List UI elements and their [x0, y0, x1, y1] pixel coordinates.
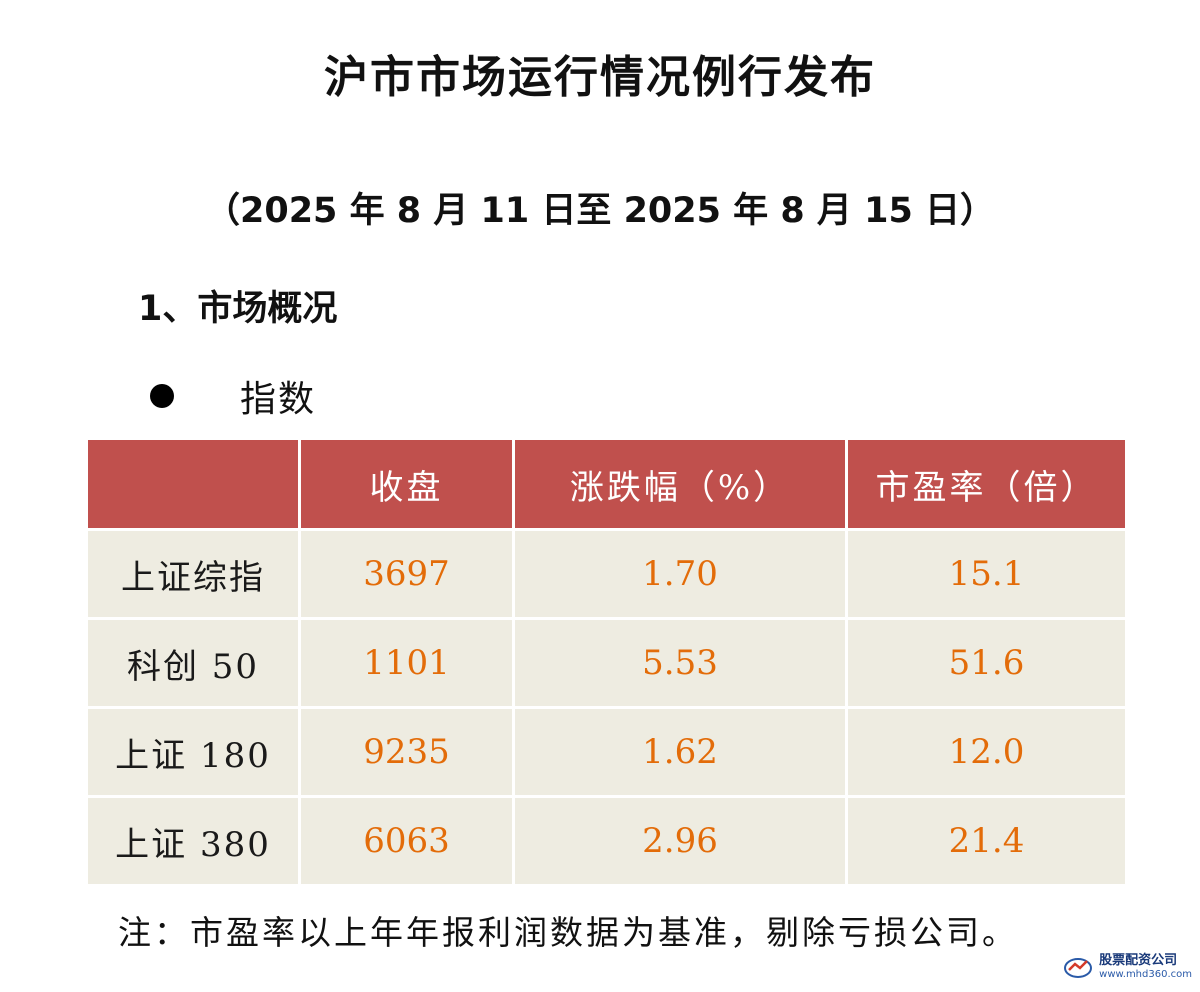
- change-value: 2.96: [515, 798, 845, 884]
- row-label: 上证 380: [88, 798, 298, 884]
- bullet-item: 指数: [150, 368, 316, 424]
- header-cell-close: 收盘: [301, 440, 512, 528]
- footnote: 注：市盈率以上年年报利润数据为基准，剔除亏损公司。: [118, 913, 1018, 952]
- change-value: 1.62: [515, 709, 845, 795]
- change-value: 1.70: [515, 531, 845, 617]
- row-label: 上证综指: [88, 531, 298, 617]
- pe-value: 21.4: [848, 798, 1125, 884]
- header-cell-blank: [88, 440, 298, 528]
- watermark-logo-icon: [1063, 956, 1093, 980]
- header-cell-change: 涨跌幅（%）: [515, 440, 845, 528]
- watermark: 股票配资公司 www.mhd360.com: [1063, 954, 1192, 982]
- section-heading: 1、市场概况: [138, 289, 338, 329]
- pe-value: 15.1: [848, 531, 1125, 617]
- row-label: 上证 180: [88, 709, 298, 795]
- row-label: 科创 50: [88, 620, 298, 706]
- close-value: 1101: [301, 620, 512, 706]
- watermark-name: 股票配资公司: [1099, 953, 1178, 968]
- close-value: 3697: [301, 531, 512, 617]
- change-value: 5.53: [515, 620, 845, 706]
- pe-value: 12.0: [848, 709, 1125, 795]
- close-value: 6063: [301, 798, 512, 884]
- bullet-dot-icon: [150, 384, 174, 408]
- close-value: 9235: [301, 709, 512, 795]
- pe-value: 51.6: [848, 620, 1125, 706]
- header-cell-pe: 市盈率（倍）: [848, 440, 1125, 528]
- index-table: 收盘 涨跌幅（%） 市盈率（倍） 上证综指 3697 1.70 15.1 科创 …: [88, 440, 1125, 884]
- watermark-url: www.mhd360.com: [1099, 969, 1192, 980]
- page-title: 沪市市场运行情况例行发布: [324, 52, 876, 103]
- bullet-label: 指数: [240, 379, 317, 420]
- date-range: （2025 年 8 月 11 日至 2025 年 8 月 15 日）: [205, 191, 995, 231]
